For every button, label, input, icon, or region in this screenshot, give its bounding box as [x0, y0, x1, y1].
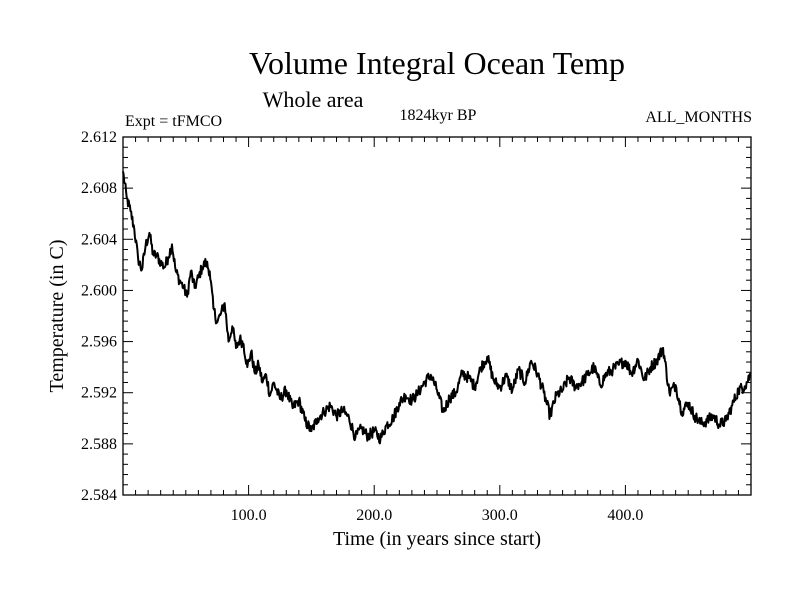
y-tick-label: 2.600	[81, 282, 117, 299]
y-tick-label: 2.612	[81, 129, 117, 146]
y-axis-label: Temperature (in C)	[46, 240, 68, 393]
x-tick-label: 200.0	[356, 507, 392, 524]
chart-subtitle: Whole area	[263, 87, 364, 112]
plot-frame	[122, 136, 752, 496]
x-tick-label: 400.0	[607, 507, 643, 524]
date-label: 1824kyr BP	[400, 107, 477, 124]
y-tick-label: 2.604	[81, 231, 117, 248]
y-axis-tick-labels: 2.584 2.588 2.592 2.596 2.600 2.604 2.608 2.612	[81, 129, 117, 504]
experiment-label: Expt = tFMCO	[125, 113, 222, 130]
x-axis-label: Time (in years since start)	[333, 528, 541, 550]
x-tick-label: 300.0	[482, 507, 518, 524]
y-tick-label: 2.584	[81, 487, 117, 504]
y-axis-ticks	[123, 146, 751, 486]
y-tick-label: 2.588	[81, 436, 117, 453]
y-tick-label: 2.608	[81, 180, 117, 197]
x-axis-ticks	[135, 137, 739, 495]
y-tick-label: 2.596	[81, 334, 117, 351]
x-axis-tick-labels: 100.0 200.0 300.0 400.0	[231, 507, 644, 524]
temperature-series-line	[122, 171, 752, 445]
y-tick-label: 2.592	[81, 385, 117, 402]
months-label: ALL_MONTHS	[645, 109, 752, 126]
chart-title: Volume Integral Ocean Temp	[249, 45, 625, 81]
x-tick-label: 100.0	[231, 507, 267, 524]
